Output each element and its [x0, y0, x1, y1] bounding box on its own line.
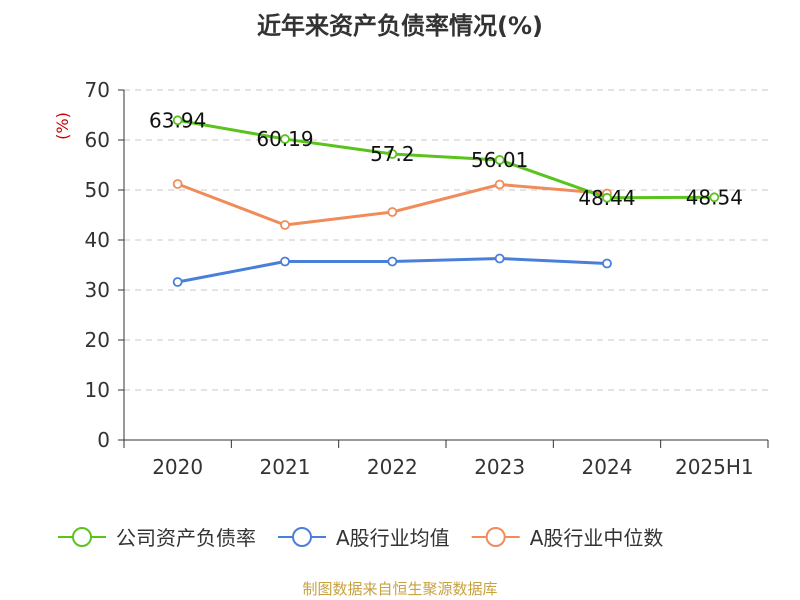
legend: 公司资产负债率 A股行业均值 A股行业中位数 — [58, 526, 663, 550]
y-tick-label: 20 — [85, 328, 110, 352]
y-tick-label: 10 — [85, 378, 110, 402]
x-tick-label: 2025H1 — [675, 455, 754, 479]
legend-label: A股行业均值 — [336, 526, 450, 550]
data-point — [387, 149, 398, 159]
data-point — [494, 155, 505, 165]
legend-marker — [72, 527, 92, 547]
chart-title: 近年来资产负债率情况(%) — [257, 12, 543, 40]
data-point — [387, 256, 398, 267]
y-tick-label: 30 — [85, 278, 110, 302]
gridlines — [124, 89, 768, 391]
data-source-note: 制图数据来自恒生聚源数据库 — [302, 580, 498, 598]
y-tick-label: 50 — [85, 178, 110, 202]
data-point — [494, 253, 505, 264]
data-point — [602, 192, 612, 203]
data-point — [494, 179, 505, 190]
data-label: 60.19 — [256, 127, 313, 151]
legend-label: 公司资产负债率 — [116, 526, 256, 550]
data-label: 48.44 — [578, 186, 635, 210]
data-point — [280, 220, 290, 230]
data-point — [280, 134, 290, 144]
data-point — [172, 115, 183, 126]
data-point — [280, 256, 290, 267]
data-point — [602, 258, 612, 269]
y-tick-label: 40 — [85, 228, 110, 252]
x-tick-labels: 2020 2021 2022 2023 2024 2025H1 — [152, 455, 753, 479]
data-point — [172, 277, 183, 287]
y-axis-label: (%) — [53, 112, 72, 140]
axes — [118, 89, 769, 448]
data-label: 63.94 — [149, 108, 206, 132]
data-point — [387, 207, 398, 217]
y-tick-label: 60 — [85, 128, 110, 152]
y-tick-label: 0 — [97, 428, 110, 452]
y-tick-label: 70 — [85, 78, 110, 102]
x-tick-label: 2024 — [582, 455, 633, 479]
legend-label: A股行业中位数 — [530, 526, 664, 550]
x-tick-label: 2020 — [152, 455, 203, 479]
x-tick-label: 2022 — [367, 455, 418, 479]
data-label: 57.2 — [370, 142, 415, 166]
data-point — [709, 192, 720, 203]
data-point — [172, 179, 183, 189]
data-label: 56.01 — [471, 148, 528, 172]
y-tick-labels: 0 10 20 30 40 50 60 70 — [85, 78, 110, 452]
legend-marker — [292, 527, 312, 547]
x-tick-label: 2023 — [474, 455, 525, 479]
data-label: 48.54 — [686, 185, 743, 209]
series-lines — [172, 115, 720, 287]
legend-marker — [485, 527, 506, 547]
x-tick-label: 2021 — [260, 455, 311, 479]
data-labels: 63.94 60.19 57.2 56.01 48.44 48.54 — [149, 108, 743, 210]
series-line — [177, 118, 715, 200]
